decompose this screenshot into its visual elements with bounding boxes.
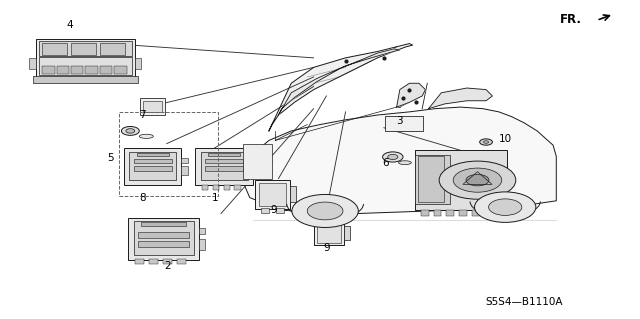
Bar bbox=[129, 152, 176, 180]
Text: S5S4—B1110A: S5S4—B1110A bbox=[486, 297, 563, 307]
Bar bbox=[181, 158, 188, 163]
Bar bbox=[418, 156, 444, 202]
Circle shape bbox=[383, 152, 403, 162]
Bar bbox=[29, 58, 36, 69]
Text: 6: 6 bbox=[383, 158, 389, 168]
Bar bbox=[138, 232, 189, 238]
Bar bbox=[42, 43, 67, 55]
Circle shape bbox=[488, 199, 522, 215]
Polygon shape bbox=[269, 44, 413, 131]
Bar bbox=[39, 57, 132, 75]
Text: 9: 9 bbox=[271, 205, 277, 215]
Bar bbox=[415, 155, 450, 204]
Circle shape bbox=[307, 202, 343, 220]
Bar bbox=[276, 208, 284, 213]
Ellipse shape bbox=[399, 161, 412, 165]
Circle shape bbox=[388, 154, 398, 160]
Text: 8: 8 bbox=[139, 193, 146, 203]
Circle shape bbox=[453, 168, 502, 192]
Text: 1: 1 bbox=[211, 193, 218, 203]
Bar bbox=[119, 112, 218, 196]
Bar bbox=[198, 228, 205, 234]
Text: 2: 2 bbox=[164, 261, 172, 271]
Text: 4: 4 bbox=[67, 19, 73, 30]
Bar bbox=[135, 259, 144, 264]
Bar bbox=[198, 239, 205, 250]
Bar bbox=[149, 259, 158, 264]
Bar bbox=[255, 180, 290, 209]
Polygon shape bbox=[397, 83, 426, 107]
Bar bbox=[261, 208, 269, 213]
Bar bbox=[114, 66, 127, 74]
Bar bbox=[434, 210, 442, 216]
Bar bbox=[33, 76, 138, 83]
Circle shape bbox=[126, 129, 135, 133]
Bar bbox=[317, 223, 341, 243]
Bar bbox=[36, 39, 135, 77]
Bar bbox=[140, 98, 166, 115]
Bar bbox=[202, 185, 208, 190]
Bar bbox=[138, 241, 189, 247]
Bar bbox=[472, 210, 479, 216]
Bar bbox=[129, 218, 198, 260]
Bar bbox=[71, 43, 96, 55]
Bar bbox=[253, 158, 259, 163]
Circle shape bbox=[483, 141, 488, 143]
Bar bbox=[460, 210, 467, 216]
Bar bbox=[100, 43, 125, 55]
Bar bbox=[85, 66, 98, 74]
Circle shape bbox=[474, 192, 536, 222]
Text: 3: 3 bbox=[397, 116, 403, 126]
Bar bbox=[223, 185, 230, 190]
Circle shape bbox=[439, 161, 516, 199]
Bar bbox=[143, 101, 163, 112]
Bar bbox=[344, 226, 350, 240]
Bar bbox=[135, 58, 141, 69]
Bar bbox=[200, 152, 248, 180]
Ellipse shape bbox=[140, 134, 154, 138]
Circle shape bbox=[466, 174, 489, 186]
Bar bbox=[134, 159, 172, 163]
Bar bbox=[177, 259, 186, 264]
Bar bbox=[243, 144, 272, 179]
Bar bbox=[181, 166, 188, 175]
Bar bbox=[163, 259, 172, 264]
Polygon shape bbox=[240, 107, 556, 213]
Bar bbox=[259, 183, 286, 205]
Bar bbox=[290, 187, 296, 202]
Bar bbox=[141, 222, 186, 226]
Bar bbox=[137, 152, 169, 156]
Text: 10: 10 bbox=[499, 134, 512, 144]
Bar bbox=[100, 66, 112, 74]
Text: 5: 5 bbox=[108, 153, 114, 163]
Bar bbox=[385, 116, 424, 131]
Bar bbox=[71, 66, 83, 74]
Bar bbox=[447, 210, 454, 216]
Bar bbox=[415, 150, 507, 210]
Bar bbox=[205, 166, 243, 171]
Bar bbox=[56, 66, 69, 74]
Circle shape bbox=[479, 139, 492, 145]
Text: 9: 9 bbox=[323, 243, 330, 253]
Bar bbox=[314, 220, 344, 245]
Text: 7: 7 bbox=[139, 110, 146, 120]
Circle shape bbox=[122, 126, 140, 135]
Bar bbox=[484, 210, 492, 216]
Bar bbox=[134, 166, 172, 171]
Bar bbox=[421, 210, 429, 216]
Bar bbox=[208, 152, 240, 156]
Bar bbox=[212, 185, 219, 190]
Bar bbox=[134, 221, 193, 255]
Bar bbox=[42, 66, 54, 74]
Text: FR.: FR. bbox=[560, 13, 582, 26]
Bar bbox=[195, 148, 253, 185]
Bar bbox=[205, 159, 243, 163]
Polygon shape bbox=[429, 88, 492, 109]
Bar bbox=[39, 41, 132, 56]
Bar bbox=[253, 166, 259, 175]
Polygon shape bbox=[278, 49, 400, 115]
Bar bbox=[124, 148, 181, 185]
Bar bbox=[234, 185, 241, 190]
Circle shape bbox=[292, 195, 358, 227]
